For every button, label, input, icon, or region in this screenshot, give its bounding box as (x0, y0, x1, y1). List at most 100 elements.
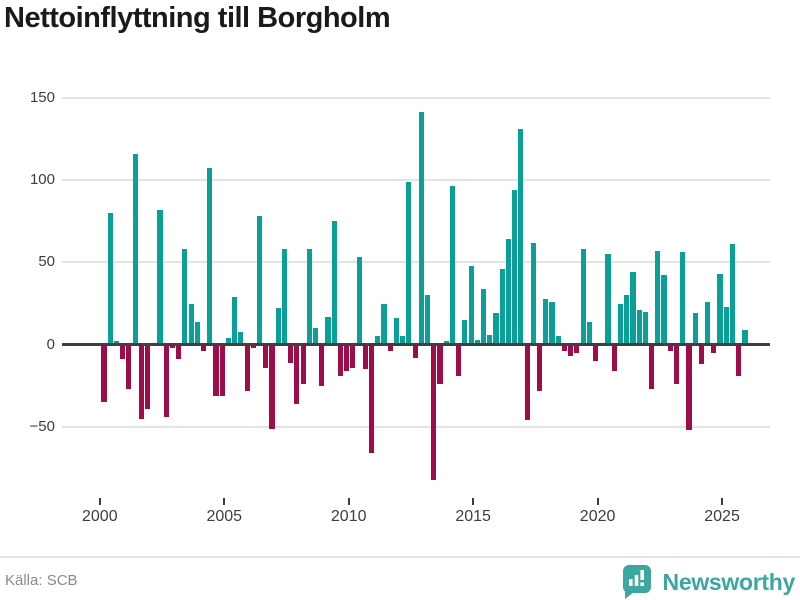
bar[interactable] (630, 272, 636, 345)
bar[interactable] (518, 128, 524, 345)
bar[interactable] (288, 346, 294, 363)
bar[interactable] (275, 308, 281, 345)
bar[interactable] (536, 346, 543, 391)
bar[interactable] (344, 346, 350, 371)
bar[interactable] (269, 346, 275, 429)
bar[interactable] (661, 275, 667, 345)
bar[interactable] (443, 341, 449, 345)
bar[interactable] (400, 336, 406, 345)
bar[interactable] (487, 334, 493, 345)
bar[interactable] (200, 346, 207, 352)
bar[interactable] (592, 346, 599, 362)
bar[interactable] (281, 249, 288, 345)
bar[interactable] (642, 311, 648, 345)
bar[interactable] (406, 181, 412, 345)
bar[interactable] (188, 303, 194, 345)
bar[interactable] (126, 346, 132, 390)
bar[interactable] (225, 338, 232, 345)
bar[interactable] (132, 153, 138, 345)
bar[interactable] (462, 319, 468, 345)
bar[interactable] (176, 346, 182, 360)
bar[interactable] (381, 303, 387, 345)
bar[interactable] (101, 346, 107, 403)
bar[interactable] (294, 346, 300, 404)
bar[interactable] (244, 346, 250, 391)
bar[interactable] (711, 346, 717, 353)
bar[interactable] (418, 112, 424, 345)
bar[interactable] (144, 346, 151, 409)
bar[interactable] (717, 273, 723, 345)
bar[interactable] (736, 346, 742, 376)
bar[interactable] (692, 313, 698, 345)
bar[interactable] (586, 321, 592, 345)
bar[interactable] (742, 329, 748, 345)
bar[interactable] (611, 346, 617, 371)
bar[interactable] (493, 313, 499, 345)
bar[interactable] (368, 346, 375, 454)
newsworthy-logo[interactable]: Newsworthy (622, 564, 795, 600)
bar[interactable] (113, 341, 120, 345)
bar[interactable] (194, 321, 200, 345)
bar[interactable] (468, 265, 474, 345)
bar[interactable] (232, 296, 238, 345)
bar[interactable] (524, 346, 530, 421)
bar[interactable] (207, 168, 213, 345)
bar[interactable] (412, 346, 418, 358)
bar[interactable] (549, 301, 555, 345)
bar[interactable] (574, 346, 580, 353)
bar[interactable] (704, 301, 711, 345)
bar[interactable] (512, 189, 518, 345)
bar[interactable] (667, 346, 673, 352)
bar[interactable] (580, 249, 586, 345)
bar[interactable] (331, 221, 337, 345)
bar[interactable] (120, 346, 126, 360)
bar[interactable] (107, 212, 113, 345)
bar[interactable] (568, 346, 574, 357)
bar[interactable] (561, 346, 568, 352)
bar[interactable] (256, 216, 263, 345)
bar[interactable] (169, 346, 176, 348)
bar[interactable] (543, 298, 549, 345)
bar[interactable] (505, 239, 512, 345)
bar[interactable] (263, 346, 269, 368)
bar[interactable] (138, 346, 144, 419)
bar[interactable] (319, 346, 325, 386)
bar[interactable] (431, 346, 437, 480)
bar[interactable] (393, 318, 400, 345)
bar[interactable] (300, 346, 306, 385)
bar[interactable] (449, 186, 456, 345)
bar[interactable] (617, 303, 624, 345)
bar[interactable] (325, 316, 331, 345)
bar[interactable] (356, 257, 362, 345)
bar[interactable] (213, 346, 219, 396)
bar[interactable] (238, 331, 244, 345)
bar[interactable] (456, 346, 462, 376)
bar[interactable] (474, 339, 480, 345)
bar[interactable] (686, 346, 692, 431)
bar[interactable] (350, 346, 356, 368)
bar[interactable] (437, 346, 443, 385)
bar[interactable] (680, 252, 686, 345)
bar[interactable] (424, 295, 431, 345)
bar[interactable] (157, 209, 163, 345)
bar[interactable] (624, 295, 630, 345)
bar[interactable] (555, 336, 561, 345)
bar[interactable] (306, 249, 312, 345)
bar[interactable] (480, 288, 487, 345)
newsworthy-wordmark[interactable]: Newsworthy (662, 568, 796, 595)
bar[interactable] (250, 346, 256, 348)
bar[interactable] (655, 250, 661, 345)
bar[interactable] (375, 336, 381, 345)
bar[interactable] (387, 346, 393, 352)
bar[interactable] (182, 249, 188, 345)
bar[interactable] (337, 346, 344, 376)
bar[interactable] (648, 346, 655, 390)
bar[interactable] (605, 254, 611, 345)
bar[interactable] (729, 244, 736, 345)
bar[interactable] (312, 328, 319, 345)
bar[interactable] (636, 310, 642, 345)
bar[interactable] (530, 242, 536, 345)
bar[interactable] (673, 346, 680, 385)
newsworthy-icon[interactable] (622, 564, 656, 600)
bar[interactable] (499, 268, 505, 345)
